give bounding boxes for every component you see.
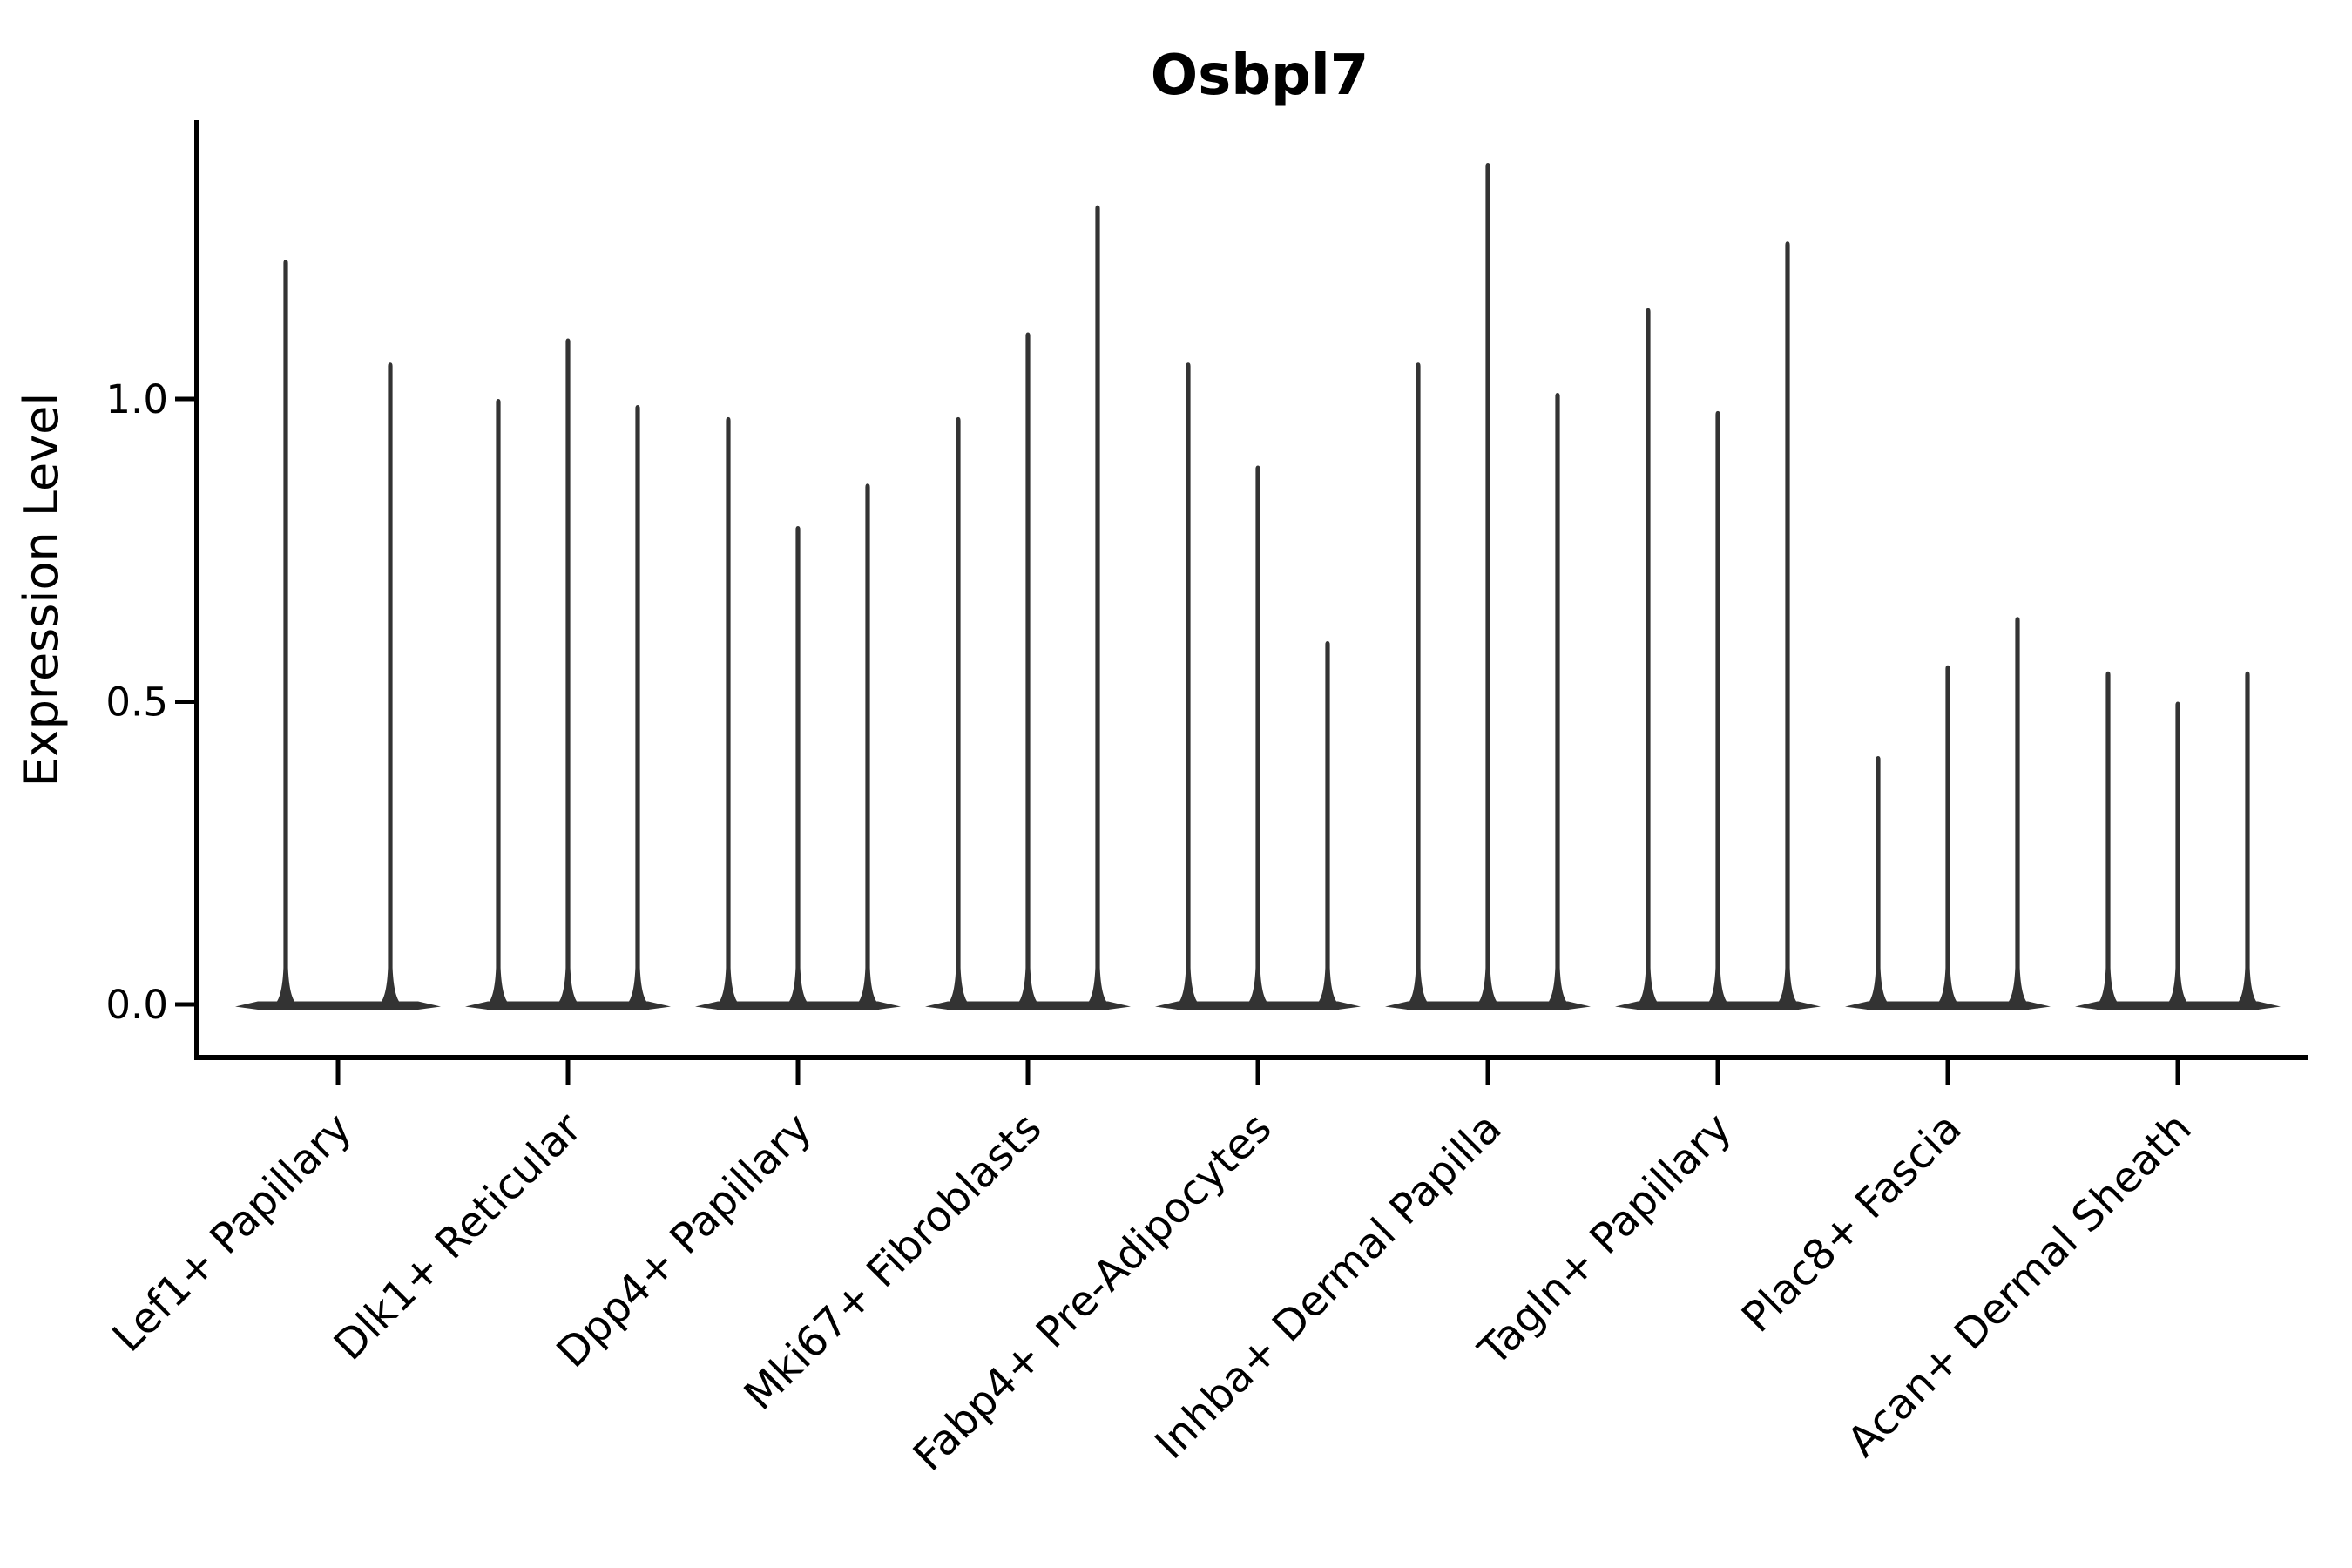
violin-spike [487,399,510,1010]
x-tick-mark [2175,1058,2180,1085]
violin-spike [1867,756,1889,1010]
violin-spike [379,362,402,1010]
violin-spike [1707,410,1729,1010]
violin-spike [557,338,579,1010]
x-tick-label: Plac8+ Fascia [1733,1104,1971,1342]
violin-group [2075,671,2281,1010]
violin-spike [1936,665,1959,1010]
y-tick-mark [175,1002,197,1007]
violin-spike [1316,641,1339,1010]
x-tick-mark [1945,1058,1950,1085]
violin-spike [947,416,970,1010]
x-tick-mark [795,1058,801,1085]
violin-group [925,205,1131,1010]
violin-spike [856,483,879,1010]
y-axis-spine [194,120,199,1060]
violin-group [1155,362,1361,1010]
x-tick-mark [1255,1058,1260,1085]
violin-group [1845,617,2051,1010]
violin-base [235,1001,441,1010]
x-tick-label: Tagln+ Papillary [1469,1104,1740,1375]
violin-spike [787,525,809,1010]
violin-spike [2097,671,2119,1010]
violins-layer [235,162,2281,1010]
x-tick-label: Lef1+ Papillary [104,1104,362,1362]
x-tick-mark [335,1058,341,1085]
violin-spike [1177,362,1200,1010]
violin-spike [2236,671,2259,1010]
chart-title: Osbpl7 [1151,44,1369,108]
violin-group [1615,241,1821,1010]
y-tick-label: 1.0 [105,376,168,422]
violin-spike [2006,617,2029,1010]
x-tick-mark [1485,1058,1490,1085]
violin-group [235,260,441,1010]
y-tick-label: 0.5 [105,679,168,726]
x-tick-mark [1025,1058,1031,1085]
violin-group [695,416,901,1010]
y-axis-label: Expression Level [14,393,69,787]
y-tick-label: 0.0 [105,982,168,1028]
violin-spike [717,416,740,1010]
violin-spike [2166,701,2189,1010]
violin-spike [626,404,649,1010]
violin-spike [274,260,297,1010]
violin-group [1385,162,1591,1010]
violin-spike [1017,332,1039,1010]
violin-spike [1407,362,1429,1010]
x-tick-mark [1715,1058,1720,1085]
violin-group [465,338,671,1010]
violin-spike [1546,393,1569,1010]
x-axis-spine [194,1055,2308,1060]
violin-spike [1247,465,1269,1010]
violin-spike [1776,241,1799,1010]
y-tick-mark [175,396,197,402]
violin-spike [1086,205,1109,1010]
x-tick-mark [565,1058,571,1085]
x-tick-label: Dpp4+ Papillary [547,1104,821,1377]
y-tick-mark [175,700,197,704]
violin-spike [1477,162,1499,1010]
x-tick-label: Dlk1+ Reticular [325,1104,591,1370]
violin-spike [1637,308,1659,1010]
